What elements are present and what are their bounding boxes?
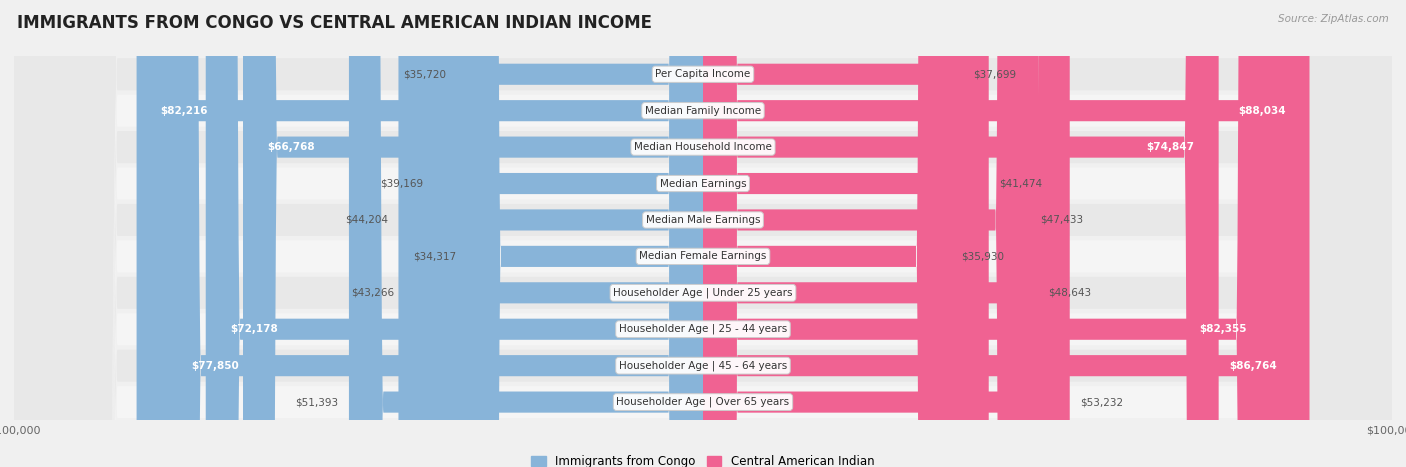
Legend: Immigrants from Congo, Central American Indian: Immigrants from Congo, Central American … <box>527 450 879 467</box>
FancyBboxPatch shape <box>14 0 1392 467</box>
FancyBboxPatch shape <box>136 0 703 467</box>
Text: $53,232: $53,232 <box>1080 397 1123 407</box>
Text: $44,204: $44,204 <box>344 215 388 225</box>
FancyBboxPatch shape <box>14 0 1392 467</box>
Text: $82,355: $82,355 <box>1199 324 1246 334</box>
FancyBboxPatch shape <box>703 0 950 467</box>
FancyBboxPatch shape <box>703 0 1301 467</box>
FancyBboxPatch shape <box>703 0 1070 467</box>
Text: $74,847: $74,847 <box>1146 142 1195 152</box>
Text: Householder Age | 45 - 64 years: Householder Age | 45 - 64 years <box>619 361 787 371</box>
Text: $37,699: $37,699 <box>973 69 1017 79</box>
FancyBboxPatch shape <box>205 0 703 467</box>
FancyBboxPatch shape <box>405 0 703 467</box>
Text: $41,474: $41,474 <box>1000 178 1042 189</box>
Text: $35,720: $35,720 <box>404 69 447 79</box>
FancyBboxPatch shape <box>349 0 703 467</box>
FancyBboxPatch shape <box>14 0 1392 467</box>
Text: $88,034: $88,034 <box>1237 106 1285 116</box>
FancyBboxPatch shape <box>703 0 988 467</box>
FancyBboxPatch shape <box>433 0 703 467</box>
Text: Median Household Income: Median Household Income <box>634 142 772 152</box>
Text: Median Earnings: Median Earnings <box>659 178 747 189</box>
Text: $72,178: $72,178 <box>229 324 277 334</box>
Text: Median Female Earnings: Median Female Earnings <box>640 251 766 262</box>
FancyBboxPatch shape <box>14 0 1392 467</box>
Text: $82,216: $82,216 <box>160 106 208 116</box>
Text: Source: ZipAtlas.com: Source: ZipAtlas.com <box>1278 14 1389 24</box>
Text: $43,266: $43,266 <box>352 288 395 298</box>
Text: $66,768: $66,768 <box>267 142 315 152</box>
Text: $86,764: $86,764 <box>1229 361 1277 371</box>
Text: Householder Age | 25 - 44 years: Householder Age | 25 - 44 years <box>619 324 787 334</box>
Text: $35,930: $35,930 <box>960 251 1004 262</box>
Text: $34,317: $34,317 <box>413 251 456 262</box>
Text: $51,393: $51,393 <box>295 397 339 407</box>
FancyBboxPatch shape <box>703 0 1038 467</box>
FancyBboxPatch shape <box>703 0 1219 467</box>
FancyBboxPatch shape <box>703 0 1309 467</box>
FancyBboxPatch shape <box>14 0 1392 467</box>
FancyBboxPatch shape <box>467 0 703 467</box>
FancyBboxPatch shape <box>703 0 963 467</box>
Text: Per Capita Income: Per Capita Income <box>655 69 751 79</box>
FancyBboxPatch shape <box>14 0 1392 467</box>
Text: IMMIGRANTS FROM CONGO VS CENTRAL AMERICAN INDIAN INCOME: IMMIGRANTS FROM CONGO VS CENTRAL AMERICA… <box>17 14 652 32</box>
FancyBboxPatch shape <box>14 0 1392 467</box>
FancyBboxPatch shape <box>398 0 703 467</box>
Text: $47,433: $47,433 <box>1040 215 1083 225</box>
FancyBboxPatch shape <box>243 0 703 467</box>
FancyBboxPatch shape <box>703 0 1271 467</box>
Text: Householder Age | Over 65 years: Householder Age | Over 65 years <box>616 397 790 407</box>
Text: Median Family Income: Median Family Income <box>645 106 761 116</box>
Text: Median Male Earnings: Median Male Earnings <box>645 215 761 225</box>
FancyBboxPatch shape <box>14 0 1392 467</box>
FancyBboxPatch shape <box>457 0 703 467</box>
Text: $77,850: $77,850 <box>191 361 239 371</box>
FancyBboxPatch shape <box>14 0 1392 467</box>
Text: $48,643: $48,643 <box>1049 288 1091 298</box>
FancyBboxPatch shape <box>167 0 703 467</box>
Text: $39,169: $39,169 <box>380 178 423 189</box>
FancyBboxPatch shape <box>14 0 1392 467</box>
Text: Householder Age | Under 25 years: Householder Age | Under 25 years <box>613 288 793 298</box>
FancyBboxPatch shape <box>703 0 1029 467</box>
